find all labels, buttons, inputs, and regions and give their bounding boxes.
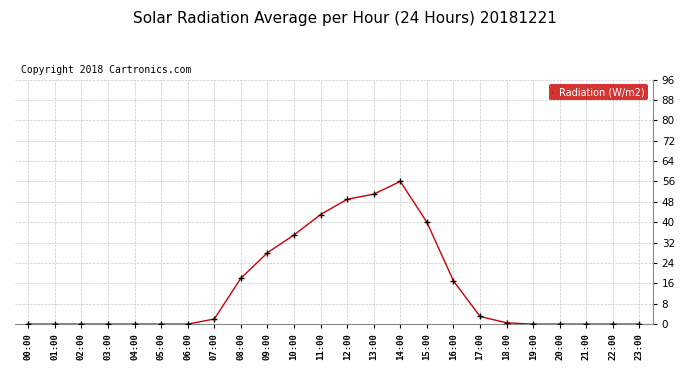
Text: Solar Radiation Average per Hour (24 Hours) 20181221: Solar Radiation Average per Hour (24 Hou…	[133, 11, 557, 26]
Legend: Radiation (W/m2): Radiation (W/m2)	[549, 84, 648, 100]
Text: Copyright 2018 Cartronics.com: Copyright 2018 Cartronics.com	[21, 64, 192, 75]
